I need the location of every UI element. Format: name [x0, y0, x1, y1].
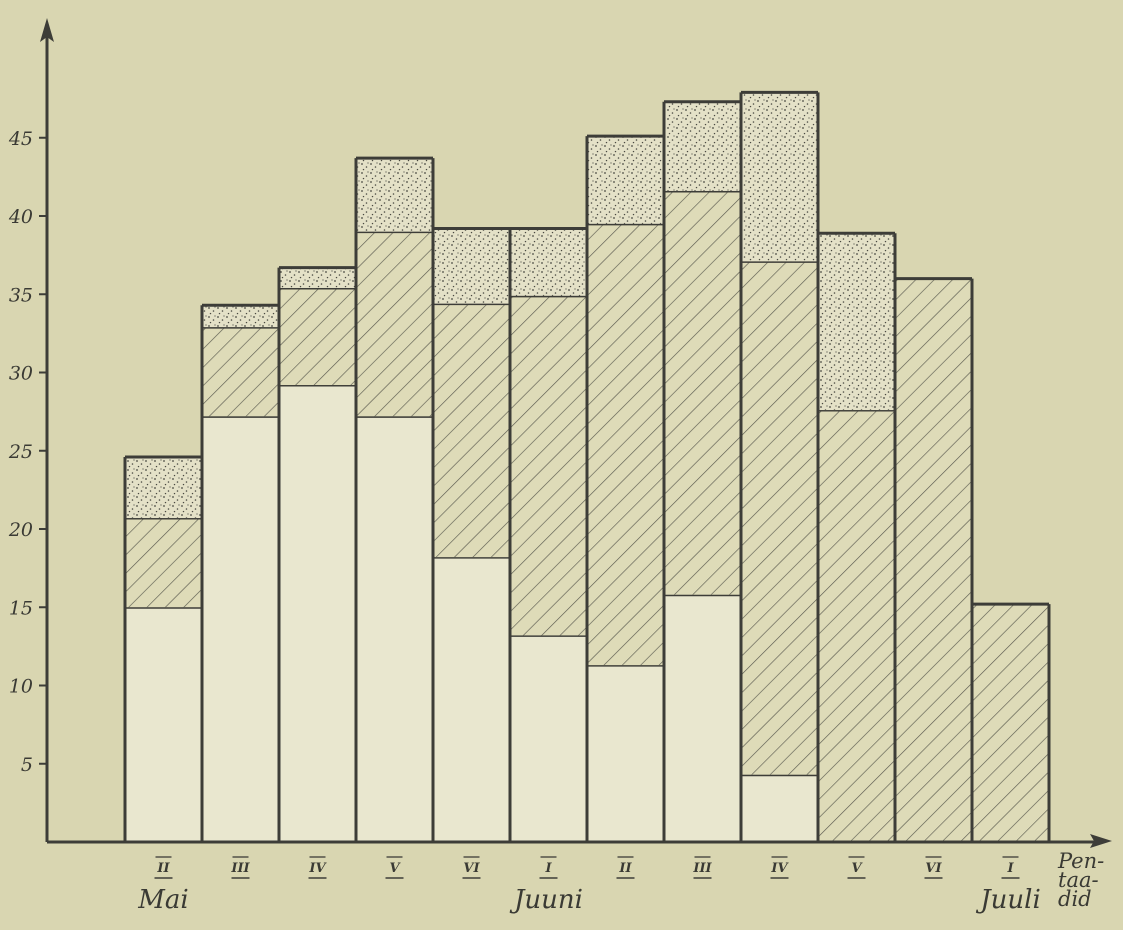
bar-segment-plain-5 — [510, 635, 587, 842]
bar-segment-hatched-texture-11 — [972, 604, 1049, 842]
x-tick-label-1: III — [230, 861, 250, 876]
bar-segment-plain-2 — [279, 385, 356, 842]
x-axis-label-line-2: did — [1058, 887, 1092, 911]
x-axis-arrow — [1090, 834, 1112, 848]
bar-segment-dotted-texture-0 — [125, 457, 202, 519]
bar-segment-hatched-texture-9 — [818, 410, 895, 842]
x-tick-label-5: I — [544, 861, 552, 876]
bar-segment-hatched-texture-1 — [202, 327, 279, 417]
y-tick-label-40: 40 — [8, 206, 33, 228]
bar-segment-dotted-texture-8 — [741, 92, 818, 262]
x-tick-label-2: IV — [308, 861, 327, 876]
bar-segment-hatched-texture-10 — [895, 278, 972, 843]
bar-segment-dotted-texture-3 — [356, 158, 433, 232]
y-tick-label-45: 45 — [8, 128, 33, 150]
bar-segment-dotted-texture-9 — [818, 233, 895, 411]
bars-layer — [123, 90, 1051, 843]
x-tick-label-9: V — [851, 861, 863, 876]
axes-layer — [39, 18, 1112, 848]
y-tick-label-5: 5 — [21, 754, 33, 776]
y-axis-arrow — [40, 18, 54, 42]
bar-segment-hatched-texture-3 — [356, 231, 433, 417]
bar-segment-dotted-texture-1 — [202, 305, 279, 328]
bar-segment-plain-1 — [202, 416, 279, 842]
bar-segment-dotted-texture-2 — [279, 267, 356, 288]
x-axis-label-line-1: taa- — [1058, 868, 1099, 892]
x-tick-label-8: IV — [770, 861, 789, 876]
bar-segment-dotted-texture-4 — [433, 228, 510, 304]
x-tick-label-6: II — [618, 861, 632, 876]
y-tick-label-30: 30 — [9, 363, 33, 385]
y-tick-label-15: 15 — [9, 597, 33, 619]
y-tick-label-20: 20 — [8, 519, 33, 541]
bar-segment-hatched-texture-7 — [664, 190, 741, 595]
bar-segment-plain-7 — [664, 594, 741, 842]
bar-segment-hatched-texture-0 — [125, 518, 202, 608]
bar-segment-hatched-texture-6 — [587, 223, 664, 666]
y-tick-label-35: 35 — [9, 284, 33, 306]
y-tick-label-25: 25 — [8, 441, 33, 463]
x-tick-label-10: VI — [925, 861, 942, 876]
month-label-2: Juuli — [975, 885, 1041, 915]
bar-segment-hatched-texture-4 — [433, 303, 510, 558]
bar-segment-plain-6 — [587, 665, 664, 842]
bar-segment-plain-3 — [356, 416, 433, 842]
bar-segment-plain-8 — [741, 774, 818, 842]
labels-layer: II III IV V VI I II III IV V VI I51015202530354045M… — [8, 128, 1104, 915]
bar-segment-dotted-texture-5 — [510, 228, 587, 296]
x-tick-label-3: V — [389, 861, 401, 876]
bar-segment-plain-0 — [125, 607, 202, 842]
x-tick-label-7: III — [692, 861, 712, 876]
x-tick-label-0: II — [156, 861, 170, 876]
x-tick-label-4: VI — [463, 861, 480, 876]
month-label-1: Juuni — [509, 885, 583, 915]
y-tick-label-10: 10 — [9, 676, 33, 698]
bar-segment-hatched-texture-8 — [741, 261, 818, 775]
bar-segment-hatched-texture-2 — [279, 287, 356, 386]
x-tick-label-11: I — [1006, 861, 1014, 876]
x-axis-label-line-0: Pen- — [1057, 849, 1104, 873]
bar-segment-plain-4 — [433, 557, 510, 842]
bar-segment-dotted-texture-7 — [664, 101, 741, 191]
month-label-0: Mai — [137, 885, 188, 915]
bar-segment-dotted-texture-6 — [587, 136, 664, 224]
bar-segment-hatched-texture-5 — [510, 295, 587, 636]
